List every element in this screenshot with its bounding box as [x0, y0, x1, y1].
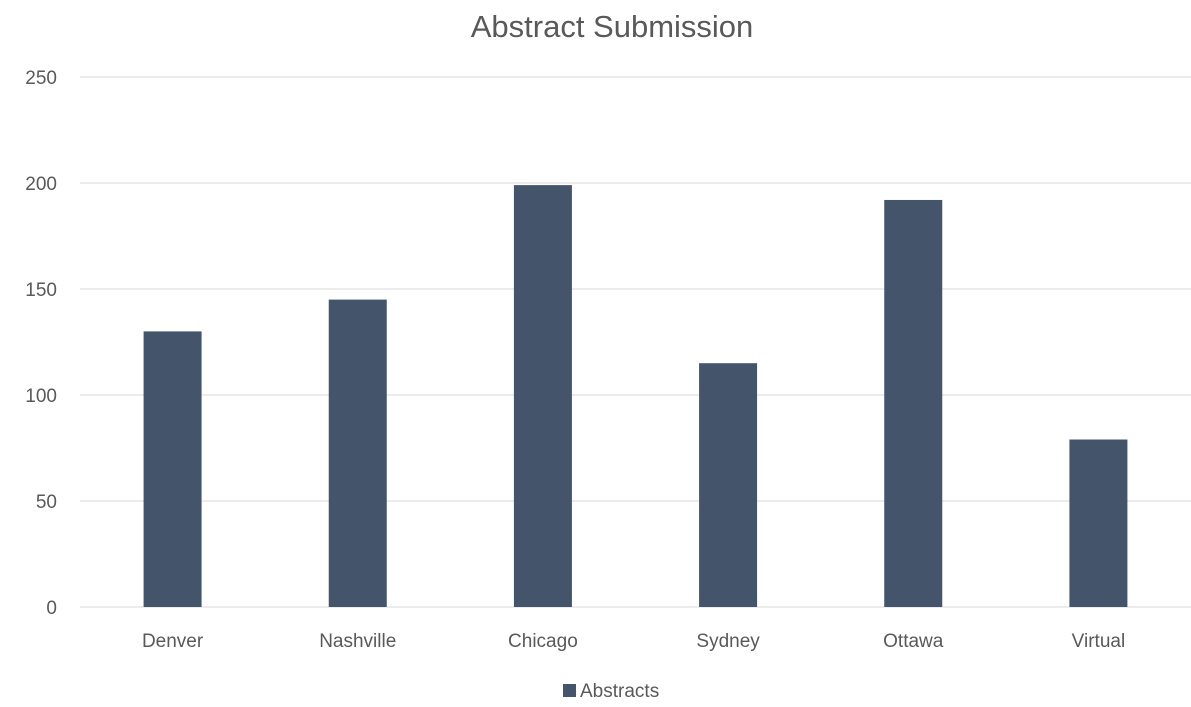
chart-title: Abstract Submission	[471, 9, 754, 44]
y-tick-label: 150	[25, 280, 57, 301]
y-tick-label: 200	[25, 174, 57, 195]
legend-label: Abstracts	[580, 681, 659, 702]
y-tick-label: 50	[36, 492, 57, 513]
bar-virtual	[1069, 439, 1128, 607]
x-axis-category-labels: Denver Nashville Chicago Sydney Ottawa Virtua…	[142, 631, 1125, 652]
y-tick-label: 100	[25, 386, 57, 407]
x-category-label: Virtual	[1072, 631, 1126, 652]
y-tick-label: 250	[25, 68, 57, 89]
x-category-label: Sydney	[696, 631, 760, 652]
y-tick-label: 0	[46, 598, 57, 619]
gridlines	[80, 76, 1191, 608]
x-category-label: Denver	[142, 631, 204, 652]
x-category-label: Chicago	[508, 631, 578, 652]
x-category-label: Nashville	[319, 631, 396, 652]
legend-swatch	[563, 684, 576, 697]
bar-denver	[143, 331, 202, 607]
bar-ottawa	[884, 199, 943, 607]
legend: Abstracts	[563, 681, 659, 702]
bars	[143, 185, 1128, 607]
y-axis-tick-labels: 0 50 100 150 200 250	[25, 68, 57, 619]
bar-chicago	[513, 185, 572, 607]
bar-nashville	[328, 299, 387, 607]
bar-sydney	[699, 363, 758, 607]
x-category-label: Ottawa	[883, 631, 944, 652]
